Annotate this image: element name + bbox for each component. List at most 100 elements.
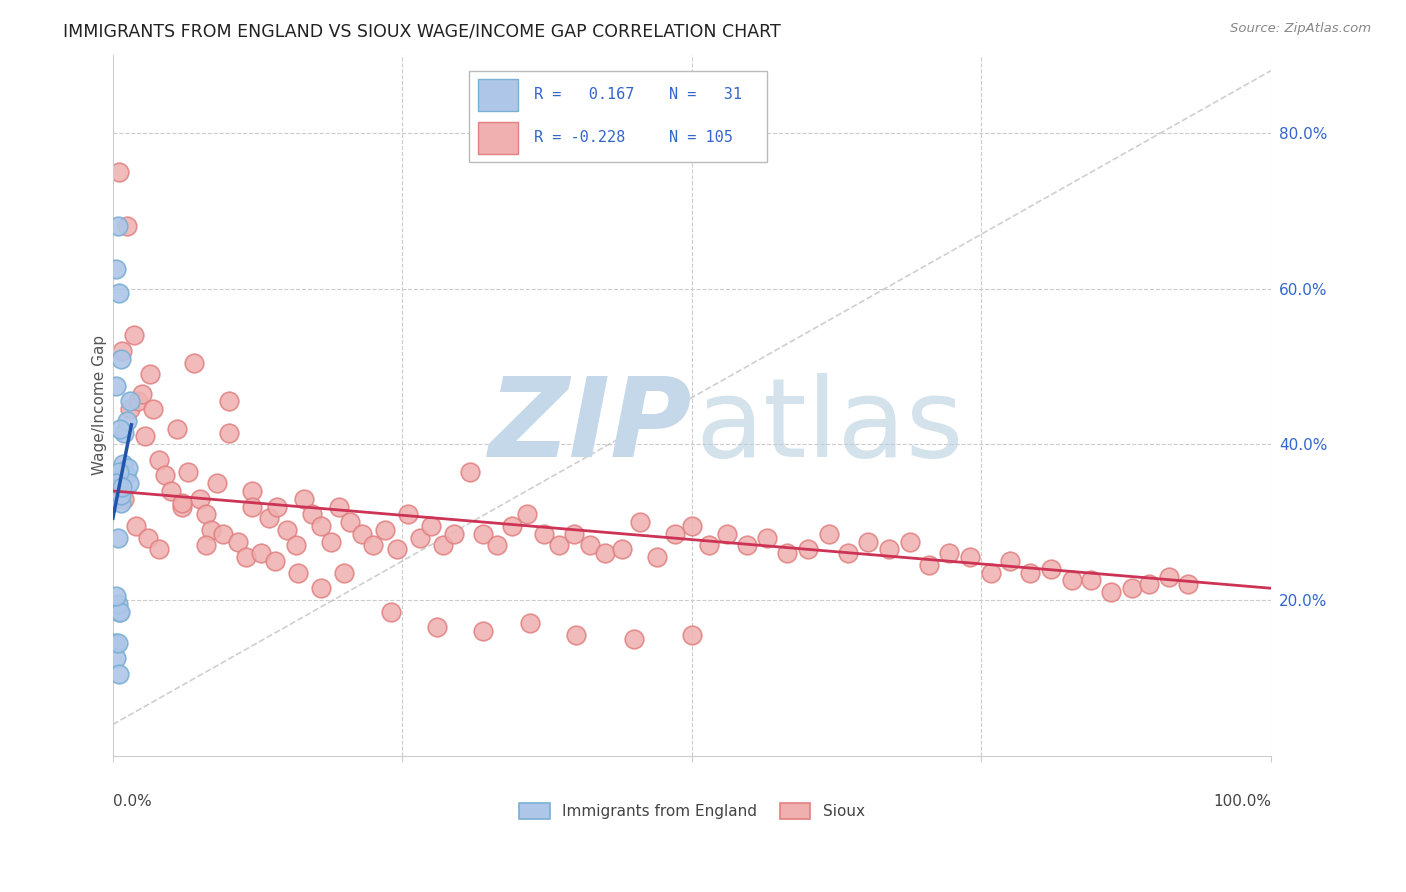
Point (898, 534, 921, 549)
Point (107, 531, 129, 545)
Point (115, 219, 138, 234)
Point (516, 508, 538, 522)
Point (125, 519, 148, 533)
Point (111, 480, 134, 494)
Point (980, 566, 1002, 580)
Point (226, 534, 249, 549)
Point (284, 538, 307, 552)
Point (319, 534, 342, 549)
Point (817, 526, 839, 541)
Point (432, 538, 454, 552)
Point (105, 589, 128, 603)
Point (235, 550, 257, 565)
Point (105, 262, 128, 277)
Point (1099, 585, 1122, 599)
Point (118, 476, 141, 491)
Point (110, 495, 132, 509)
Point (110, 351, 132, 366)
Point (266, 500, 288, 514)
Point (148, 453, 170, 467)
Text: 0.0%: 0.0% (112, 794, 152, 809)
Point (776, 546, 799, 560)
Point (623, 632, 645, 646)
Point (148, 542, 170, 557)
Point (104, 491, 127, 506)
Point (409, 531, 432, 545)
Point (212, 526, 235, 541)
Text: IMMIGRANTS FROM ENGLAND VS SIOUX WAGE/INCOME GAP CORRELATION CHART: IMMIGRANTS FROM ENGLAND VS SIOUX WAGE/IN… (63, 22, 780, 40)
Point (1019, 566, 1042, 580)
Point (443, 526, 465, 541)
Point (250, 546, 273, 560)
Point (218, 394, 240, 409)
Point (108, 472, 131, 486)
Point (107, 465, 129, 479)
Text: Source: ZipAtlas.com: Source: ZipAtlas.com (1230, 22, 1371, 36)
Point (1000, 554, 1022, 568)
Point (856, 534, 879, 549)
Point (287, 566, 309, 580)
Point (1177, 577, 1199, 591)
Point (681, 519, 703, 533)
Point (756, 531, 779, 545)
Point (311, 519, 333, 533)
Point (107, 165, 129, 179)
Point (110, 488, 132, 502)
Point (565, 628, 588, 642)
Point (716, 526, 738, 541)
Point (107, 597, 129, 611)
Point (120, 402, 142, 417)
Point (1039, 562, 1062, 576)
Point (117, 460, 139, 475)
Point (114, 491, 136, 506)
Point (139, 368, 162, 382)
Point (136, 531, 159, 545)
Point (183, 355, 205, 369)
Point (837, 546, 859, 560)
Point (426, 620, 449, 634)
Point (264, 554, 287, 568)
Point (796, 542, 818, 557)
Point (292, 491, 315, 506)
Point (194, 508, 217, 522)
Point (107, 476, 129, 491)
Point (111, 472, 134, 486)
Point (107, 285, 129, 300)
Point (1080, 574, 1102, 588)
Point (612, 542, 634, 557)
Point (333, 566, 356, 580)
Point (1121, 581, 1143, 595)
Point (131, 386, 153, 401)
Point (1157, 569, 1180, 583)
Point (177, 465, 200, 479)
Point (645, 550, 668, 565)
Point (350, 526, 373, 541)
Point (486, 538, 509, 552)
Point (681, 628, 703, 642)
Text: 100.0%: 100.0% (1213, 794, 1271, 809)
Point (105, 476, 128, 491)
Point (188, 491, 211, 506)
Point (127, 394, 149, 409)
Point (240, 483, 263, 498)
Point (218, 425, 240, 440)
Legend: Immigrants from England, Sioux: Immigrants from England, Sioux (513, 797, 870, 825)
Point (385, 542, 408, 557)
Point (628, 515, 651, 529)
Point (1137, 577, 1160, 591)
Point (877, 542, 900, 557)
Point (959, 550, 981, 565)
Point (107, 636, 129, 650)
Point (205, 476, 228, 491)
Text: atlas: atlas (696, 373, 965, 480)
Point (472, 526, 495, 541)
Point (374, 523, 396, 537)
Point (104, 636, 127, 650)
Point (112, 457, 135, 471)
Point (938, 546, 960, 560)
Point (240, 500, 263, 514)
Point (593, 546, 616, 560)
Point (120, 394, 142, 409)
Point (142, 402, 165, 417)
Point (172, 495, 194, 509)
